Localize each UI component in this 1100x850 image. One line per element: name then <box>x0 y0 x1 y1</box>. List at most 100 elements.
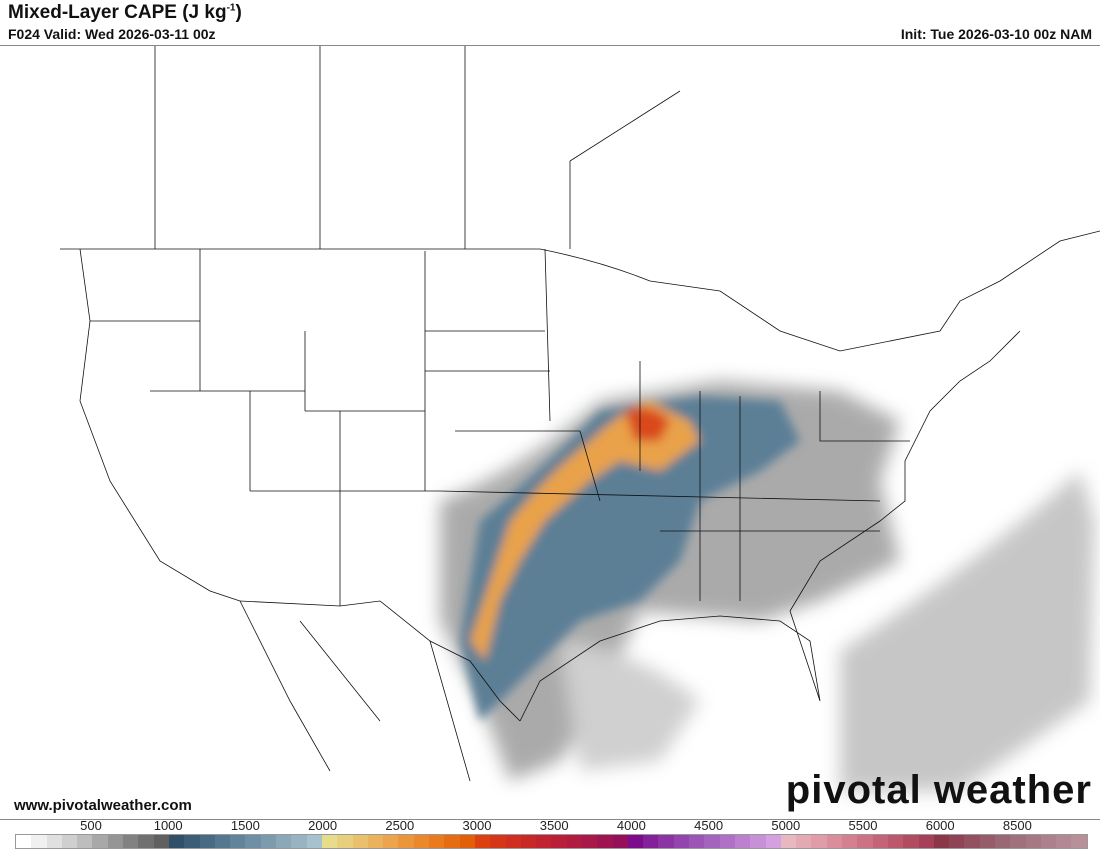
colorbar-cell <box>536 835 552 848</box>
colorbar-label: 1000 <box>153 818 183 833</box>
colorbar-cell <box>123 835 139 848</box>
colorbar-cell <box>61 835 78 848</box>
colorbar-cell <box>245 835 261 848</box>
colorbar-cell <box>505 835 521 848</box>
colorbar-cell <box>612 835 628 848</box>
colorbar-label: 5500 <box>848 818 878 833</box>
state-lines <box>90 248 910 606</box>
us-canada-border <box>60 230 1100 352</box>
colorbar-cell <box>765 835 781 848</box>
colorbar-label: 1500 <box>230 818 260 833</box>
colorbar-cell <box>474 835 491 848</box>
colorbar-cell <box>214 835 231 848</box>
cape-field <box>440 381 1095 791</box>
colorbar-cell <box>581 835 598 848</box>
cape-orange-region <box>470 401 700 661</box>
colorbar-cell <box>933 835 950 848</box>
colorbar-cell <box>520 835 537 848</box>
colorbar-cell <box>734 835 751 848</box>
colorbar-cell <box>842 835 858 848</box>
colorbar-cell <box>352 835 368 848</box>
colorbar-cell <box>979 835 995 848</box>
colorbar-cell <box>811 835 827 848</box>
colorbar-cell <box>321 835 338 848</box>
colorbar-cell <box>168 835 185 848</box>
colorbar-cell <box>857 835 873 848</box>
colorbar-label: 2000 <box>308 818 338 833</box>
cape-blue-region <box>460 396 800 721</box>
colorbar-label: 2500 <box>385 818 415 833</box>
pivotal-weather-logo: pivotal weather <box>785 768 1092 812</box>
colorbar-cell <box>673 835 690 848</box>
colorbar-cell <box>750 835 766 848</box>
colorbar-cell <box>276 835 292 848</box>
colorbar-label: 500 <box>80 818 102 833</box>
colorbar-cell <box>658 835 674 848</box>
map-title: Mixed-Layer CAPE (J kg-1) <box>8 2 242 23</box>
cape-gray-gulf <box>560 641 700 771</box>
colorbar-cell <box>199 835 215 848</box>
canada-provinces <box>154 46 681 249</box>
colorbar-cell <box>566 835 582 848</box>
colorbar-cell <box>597 835 613 848</box>
init-time: Init: Tue 2026-03-10 00z NAM <box>900 26 1092 42</box>
colorbar-cell <box>719 835 735 848</box>
colorbar-cell <box>1010 835 1026 848</box>
colorbar-cell <box>77 835 93 848</box>
colorbar-cell <box>1025 835 1041 848</box>
colorbar-cell <box>107 835 124 848</box>
colorbar-cell <box>826 835 843 848</box>
political-boundaries <box>60 46 1100 782</box>
colorbar-cell <box>260 835 277 848</box>
colorbar-cell <box>92 835 108 848</box>
colorbar-cell <box>704 835 720 848</box>
cape-red-core <box>625 407 670 441</box>
map-canvas[interactable] <box>0 45 1100 820</box>
colorbar-cell <box>1056 835 1072 848</box>
colorbar-cell <box>551 835 567 848</box>
colorbar <box>15 834 1088 849</box>
colorbar-cell <box>291 835 307 848</box>
valid-time: F024 Valid: Wed 2026-03-11 00z <box>8 26 216 42</box>
colorbar-cell <box>398 835 414 848</box>
colorbar-cell <box>367 835 384 848</box>
colorbar-cell <box>138 835 154 848</box>
colorbar-cell <box>903 835 919 848</box>
colorbar-label: 4000 <box>616 818 646 833</box>
colorbar-cell <box>995 835 1011 848</box>
mexico-states <box>239 600 471 782</box>
website-label[interactable]: www.pivotalweather.com <box>14 797 192 814</box>
colorbar-label: 3500 <box>539 818 569 833</box>
colorbar-cell <box>1071 835 1087 848</box>
colorbar-cell <box>46 835 62 848</box>
colorbar-cell <box>383 835 399 848</box>
colorbar-label: 4500 <box>694 818 724 833</box>
colorbar-cell <box>337 835 353 848</box>
colorbar-cell <box>459 835 475 848</box>
colorbar-cell <box>413 835 430 848</box>
colorbar-label: 5000 <box>771 818 801 833</box>
colorbar-cell <box>964 835 980 848</box>
colorbar-cell <box>780 835 797 848</box>
us-west-coast <box>79 248 241 602</box>
colorbar-cell <box>887 835 904 848</box>
colorbar-cell <box>1040 835 1057 848</box>
colorbar-cell <box>490 835 506 848</box>
colorbar-label: 6000 <box>925 818 955 833</box>
colorbar-cell <box>184 835 200 848</box>
colorbar-label: 3000 <box>462 818 492 833</box>
east-coast <box>789 330 1021 612</box>
colorbar-cell <box>31 835 47 848</box>
colorbar-cell <box>627 835 644 848</box>
colorbar-cell <box>796 835 812 848</box>
colorbar-cell <box>153 835 169 848</box>
colorbar-cell <box>689 835 705 848</box>
colorbar-label: 8500 <box>1002 818 1032 833</box>
colorbar-cell <box>429 835 445 848</box>
colorbar-cell <box>949 835 965 848</box>
colorbar-cell <box>872 835 888 848</box>
colorbar-cell <box>918 835 934 848</box>
gulf-coast <box>519 610 821 722</box>
colorbar-cell <box>306 835 322 848</box>
